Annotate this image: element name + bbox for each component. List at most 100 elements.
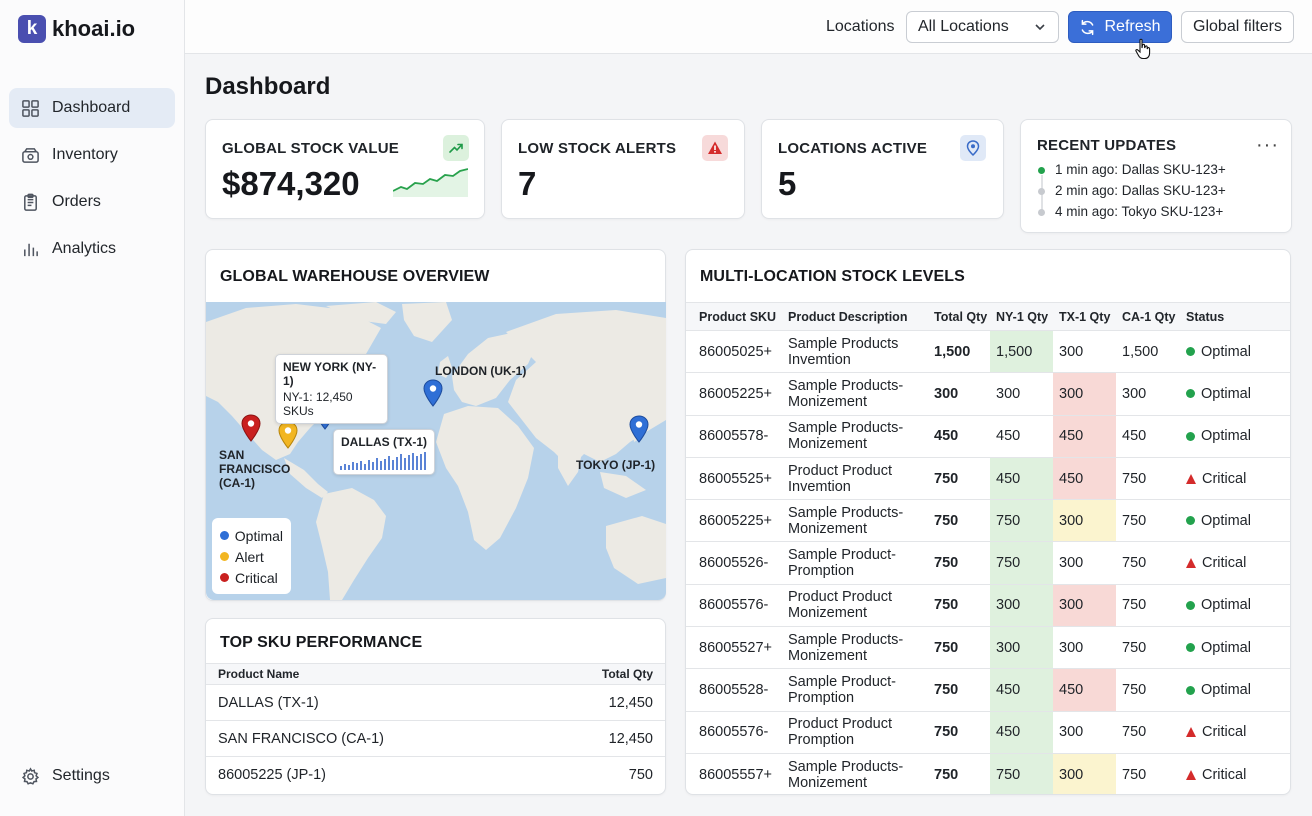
status-label: Critical	[1202, 766, 1247, 783]
description-cell: Sample Product- Promption	[782, 541, 928, 585]
sidebar-item-orders[interactable]: Orders	[9, 182, 175, 222]
sidebar-nav: Dashboard Inventory Orders Analytics	[9, 88, 175, 276]
description-line: Promption	[788, 563, 855, 580]
table-row[interactable]: 86005025+ Sample Products Invemtion 1,500 1,…	[686, 330, 1290, 374]
table-row[interactable]: 86005578- Sample Products- Monizement 450 45…	[686, 415, 1290, 458]
refresh-button[interactable]: Refresh	[1068, 11, 1172, 43]
description-line: Invemtion	[788, 351, 851, 368]
global-filters-button[interactable]: Global filters	[1181, 11, 1294, 43]
box-icon	[22, 147, 39, 163]
column-header[interactable]: Product SKU	[686, 302, 782, 331]
description-line: Sample Products-	[788, 758, 904, 775]
ny-qty-cell: 750	[990, 541, 1053, 585]
optimal-dot-icon	[1186, 643, 1195, 653]
kpi-value: 5	[778, 165, 797, 202]
column-header[interactable]: CA-1 Qty	[1116, 302, 1180, 331]
logo[interactable]: k khoai.io	[18, 15, 135, 43]
legend-swatch	[220, 552, 229, 561]
critical-icon	[1186, 769, 1196, 780]
legend-swatch	[220, 573, 229, 582]
table-row[interactable]: 86005525+ Product Product Invemtion 750 450 4…	[686, 457, 1290, 501]
table-row[interactable]: 86005225+ Sample Products- Monizement 300 30…	[686, 372, 1290, 416]
legend-swatch	[220, 531, 229, 540]
description-cell: Product Product Invemtion	[782, 457, 928, 501]
map-legend: Optimal Alert Critical	[212, 518, 291, 594]
kpi-title: GLOBAL STOCK VALUE	[222, 140, 399, 157]
column-header[interactable]: Total Qty	[928, 302, 990, 331]
product-name-cell: DALLAS (TX-1)	[206, 684, 545, 721]
table-row[interactable]: 86005526- Sample Product- Promption 750 750 3…	[686, 541, 1290, 585]
table-row[interactable]: 86005527+ Sample Products- Monizement 750 30…	[686, 626, 1290, 670]
column-header[interactable]: TX-1 Qty	[1053, 302, 1116, 331]
table-row[interactable]: 86005528- Sample Product- Promption 750 450 4…	[686, 668, 1290, 712]
top-sku-table: Product Name Total Qty DALLAS (TX-1) 12,…	[206, 663, 665, 793]
column-header[interactable]: NY-1 Qty	[990, 302, 1053, 331]
stock-levels-body: 86005025+ Sample Products Invemtion 1,500 1,…	[686, 330, 1290, 794]
warehouse-overview-card: GLOBAL WAREHOUSE OVERVIEW	[205, 249, 666, 601]
tx-qty-cell: 450	[1053, 415, 1116, 458]
sku-cell: 86005557+	[686, 753, 782, 794]
status-cell: Critical	[1180, 711, 1290, 754]
description-line: Monizement	[788, 647, 867, 664]
legend-item-alert: Alert	[220, 546, 283, 567]
status-cell: Optimal	[1180, 415, 1290, 458]
description-cell: Sample Products- Monizement	[782, 372, 928, 416]
pin-san-francisco[interactable]	[241, 414, 261, 442]
status-badge: Critical	[1186, 555, 1290, 571]
more-options-icon[interactable]: ···	[1256, 134, 1279, 156]
pin-tokyo[interactable]	[629, 415, 649, 443]
total-qty-cell: 1,500	[928, 330, 990, 374]
description-line: Monizement	[788, 605, 867, 622]
optimal-dot-icon	[1186, 600, 1195, 610]
ca-qty-cell: 750	[1116, 584, 1180, 628]
world-map[interactable]: NEW YORK (NY-1) NY-1: 12,450 SKUs DALLAS…	[206, 302, 666, 600]
pin-dallas[interactable]	[278, 421, 298, 449]
table-row[interactable]: SAN FRANCISCO (CA-1) 12,450	[206, 720, 665, 757]
description-line: Product Product	[788, 716, 892, 733]
legend-item-optimal: Optimal	[220, 525, 283, 546]
legend-label: Optimal	[234, 527, 283, 544]
status-badge: Optimal	[1186, 513, 1290, 529]
sidebar-item-inventory[interactable]: Inventory	[9, 135, 175, 175]
total-qty-cell: 12,450	[544, 720, 665, 757]
total-qty-cell: 12,450	[544, 684, 665, 721]
sku-cell: 86005576-	[686, 711, 782, 754]
sidebar-item-settings[interactable]: Settings	[9, 756, 175, 796]
optimal-dot-icon	[1186, 347, 1195, 357]
pin-london[interactable]	[423, 379, 443, 407]
locations-select[interactable]: All Locations	[906, 11, 1059, 43]
column-header[interactable]: Product Description	[782, 302, 928, 331]
table-row[interactable]: 86005225 (JP-1) 750	[206, 757, 665, 793]
table-row[interactable]: 86005576- Product Product Promption 750 450 3…	[686, 711, 1290, 754]
status-cell: Critical	[1180, 753, 1290, 794]
column-header[interactable]: Status	[1180, 302, 1290, 331]
low-stock-alerts-card: LOW STOCK ALERTS 7	[501, 119, 745, 219]
description-line: Sample Products	[788, 335, 899, 352]
table-row[interactable]: 86005576- Product Product Monizement 750 300…	[686, 584, 1290, 628]
description-line: Monizement	[788, 774, 867, 791]
status-cell: Critical	[1180, 457, 1290, 501]
table-row[interactable]: 86005225+ Sample Products- Monizement 750 75…	[686, 499, 1290, 543]
hand-cursor-icon	[1135, 38, 1151, 60]
optimal-dot-icon	[1186, 685, 1195, 695]
status-badge: Critical	[1186, 724, 1290, 740]
optimal-dot-icon	[1186, 516, 1195, 526]
sidebar-item-analytics[interactable]: Analytics	[9, 229, 175, 269]
london-label: LONDON (UK-1)	[435, 364, 527, 378]
locations-select-value: All Locations	[918, 18, 1009, 35]
kpi-value: 7	[518, 165, 537, 202]
sidebar-item-dashboard[interactable]: Dashboard	[9, 88, 175, 128]
critical-icon	[1186, 558, 1196, 569]
status-label: Optimal	[1201, 639, 1251, 656]
table-row[interactable]: 86005557+ Sample Products- Monizement 750 75…	[686, 753, 1290, 794]
sparkline	[393, 168, 468, 197]
tx-qty-cell: 300	[1053, 711, 1116, 754]
section-title: MULTI-LOCATION STOCK LEVELS	[700, 268, 965, 285]
table-row[interactable]: DALLAS (TX-1) 12,450	[206, 684, 665, 721]
total-qty-cell: 750	[928, 499, 990, 543]
description-line: Product Product	[788, 462, 892, 479]
description-line: Sample Products-	[788, 631, 904, 648]
timeline-line	[1041, 175, 1043, 215]
tooltip-title: NEW YORK (NY-1)	[283, 360, 377, 388]
status-label: Critical	[1202, 555, 1247, 572]
